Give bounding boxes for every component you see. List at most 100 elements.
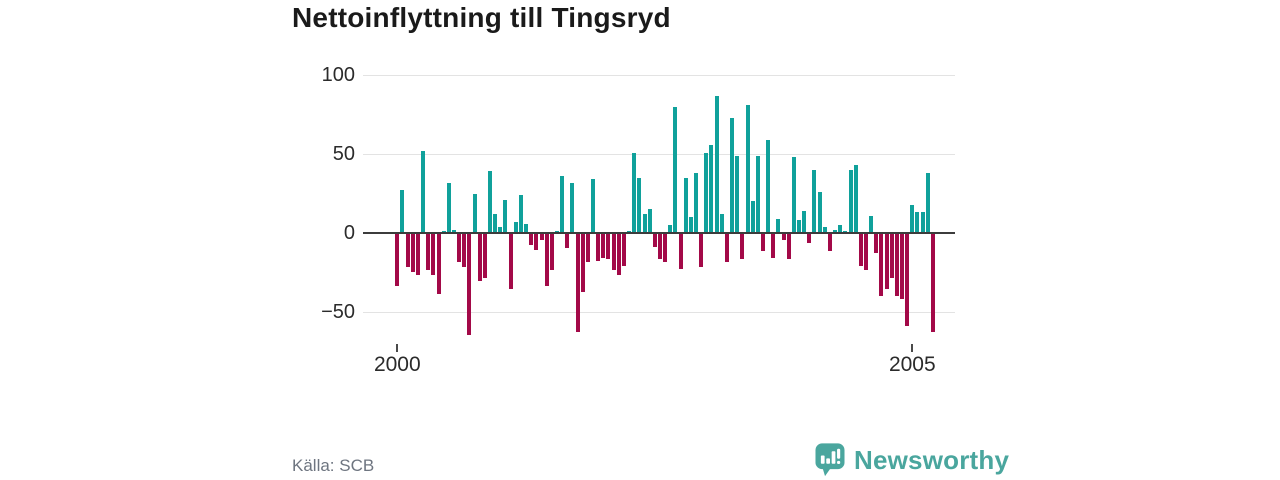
bar <box>683 177 688 233</box>
y-tick-label: 0 <box>343 222 355 244</box>
bar <box>678 234 683 269</box>
bar <box>791 157 796 233</box>
bar <box>513 221 518 233</box>
bar <box>570 182 575 233</box>
newsworthy-logo: Newsworthy <box>815 443 1009 477</box>
bar <box>668 225 673 233</box>
bar <box>508 234 513 290</box>
bar <box>652 234 657 247</box>
bar <box>688 217 693 233</box>
bar <box>544 234 549 287</box>
bar <box>863 234 868 271</box>
bar <box>482 234 487 279</box>
bar <box>812 169 817 233</box>
bar <box>879 234 884 296</box>
bar <box>524 223 529 233</box>
bar <box>457 234 462 263</box>
plot-area <box>363 65 955 340</box>
bar <box>560 176 565 233</box>
source-note: Källa: SCB <box>292 456 375 475</box>
bar <box>405 234 410 268</box>
bar <box>827 234 832 252</box>
bar <box>781 234 786 241</box>
newsworthy-speech-bubble-chart-icon <box>815 443 845 477</box>
bar <box>745 105 750 233</box>
bar <box>900 234 904 299</box>
bar <box>467 234 472 335</box>
bar <box>632 152 637 233</box>
bar <box>874 234 879 253</box>
bar <box>740 234 745 260</box>
x-tick-label: 2005 <box>888 353 936 376</box>
x-tick-mark <box>911 344 914 352</box>
bar <box>529 234 534 246</box>
bar <box>925 173 930 233</box>
bar <box>797 220 801 233</box>
bar <box>421 150 426 233</box>
bar <box>663 234 668 263</box>
bar <box>611 234 616 271</box>
bar <box>719 214 724 233</box>
bar <box>621 234 626 266</box>
bar <box>822 226 827 233</box>
bar <box>436 234 441 294</box>
bar <box>431 234 436 276</box>
bar <box>771 234 776 258</box>
gridline <box>363 75 955 77</box>
bar <box>807 234 812 244</box>
bar <box>518 195 523 233</box>
bar <box>451 229 456 233</box>
bar <box>730 117 735 233</box>
bar <box>802 210 807 233</box>
bar <box>462 234 467 268</box>
x-tick-mark <box>396 344 399 352</box>
bar <box>493 214 498 233</box>
bar <box>760 234 765 252</box>
x-tick-label: 2000 <box>373 353 421 376</box>
bar <box>786 234 791 260</box>
bar <box>395 234 400 287</box>
zero-axis-line <box>363 232 955 234</box>
y-tick-label: 100 <box>321 64 355 87</box>
bar <box>833 229 838 233</box>
bar <box>426 234 431 271</box>
bar <box>415 234 420 276</box>
bar <box>905 234 910 326</box>
bar <box>884 234 889 290</box>
bar <box>673 106 678 233</box>
bar <box>858 234 863 266</box>
y-axis-labels: 100 50 0 −50 <box>285 0 355 480</box>
bar <box>915 212 920 233</box>
bar <box>869 215 874 233</box>
bar <box>647 209 652 233</box>
bar <box>539 234 544 241</box>
bar <box>704 152 709 233</box>
bar <box>714 95 719 233</box>
bar <box>591 179 595 233</box>
bar <box>472 193 477 233</box>
y-tick-label: −50 <box>321 300 355 323</box>
bar <box>838 225 843 233</box>
bar <box>637 177 642 233</box>
bar <box>534 234 539 250</box>
bar <box>920 212 925 233</box>
bar <box>601 234 606 258</box>
bar <box>410 234 415 272</box>
bar <box>766 139 771 233</box>
bar <box>910 204 915 233</box>
bar <box>724 234 729 263</box>
bar <box>498 226 503 233</box>
bar <box>642 214 647 233</box>
bar <box>699 234 704 268</box>
bar <box>400 190 405 233</box>
bar <box>477 234 482 282</box>
bar <box>750 201 755 233</box>
bar <box>565 234 570 249</box>
y-tick-label: 50 <box>332 143 355 166</box>
bar <box>606 234 611 260</box>
bar <box>709 144 714 233</box>
bar <box>817 191 822 233</box>
bar <box>596 234 601 261</box>
bar <box>657 234 662 260</box>
